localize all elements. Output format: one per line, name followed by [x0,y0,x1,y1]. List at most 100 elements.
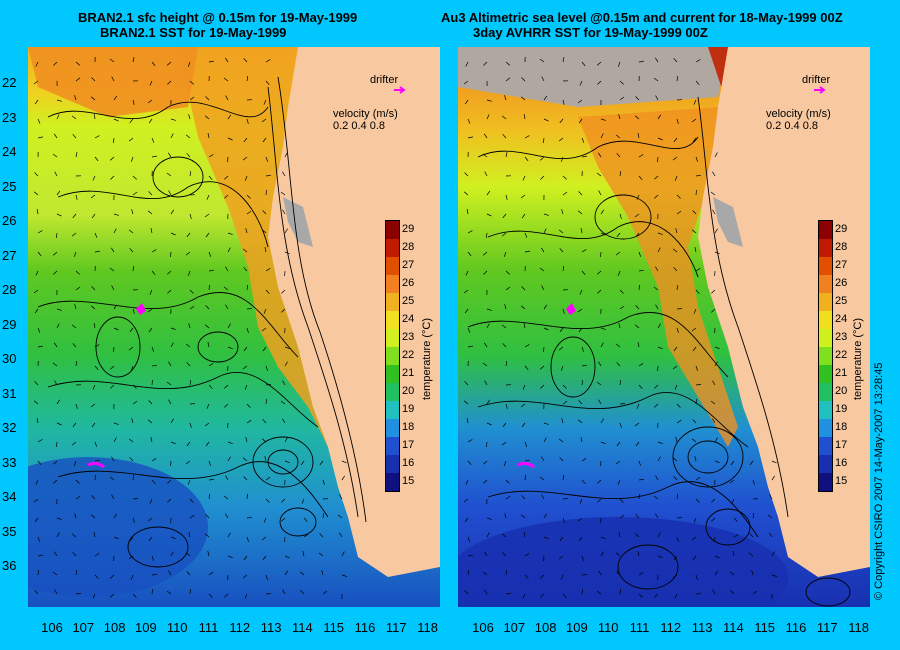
drifter-track-1 [566,303,576,315]
colorbar-right [818,220,833,492]
drifter-track-1 [136,303,146,315]
colorbar-swatch [386,293,399,311]
colorbar-swatch [819,383,832,401]
colorbar-swatch [386,347,399,365]
drifter-marker-right [814,86,826,94]
colorbar-tick-label: 20 [835,385,848,397]
colorbar-swatch [386,311,399,329]
colorbar-tick-label: 19 [402,403,415,415]
velocity-label-left: velocity (m/s) [333,108,398,120]
y-tick-label: 22 [2,75,17,90]
colorbar-tick-label: 29 [835,223,848,235]
right-title-line2: 3day AVHRR SST for 19-May-1999 00Z [473,25,708,40]
colorbar-swatch [386,383,399,401]
colorbar-tick-label: 15 [402,475,415,487]
colorbar-left [385,220,400,492]
x-tick-label: 108 [103,620,126,635]
warm-north-region [28,47,198,117]
colorbar-swatch [386,221,399,239]
colorbar-tick-label: 29 [402,223,415,235]
colorbar-tick-label: 17 [835,439,848,451]
y-tick-label: 33 [2,454,17,470]
drifter-label-right: drifter [802,74,831,86]
y-tick-label: 26 [2,213,17,228]
height-contours [37,76,367,568]
colorbar-swatch [386,329,399,347]
x-tick-label: 107 [503,620,526,635]
left-map-panel[interactable] [28,47,440,607]
y-tick-label: 25 [2,178,17,194]
velocity-scale-right: 0.2 0.4 0.8 [766,120,818,132]
x-tick-label: 114 [292,620,313,635]
x-tick-label: 118 [848,620,869,635]
left-title-line1: BRAN2.1 sfc height @ 0.15m for 19-May-19… [78,10,358,25]
right-map-panel[interactable] [458,47,870,607]
x-tick-label: 113 [260,620,282,635]
velocity-label-right: velocity (m/s) [766,108,831,120]
colorbar-swatch [819,437,832,455]
x-tick-label: 111 [198,620,219,635]
colorbar-tick-label: 24 [402,313,415,325]
colorbar-tick-label: 18 [835,421,848,433]
colorbar-tick-label: 20 [402,385,415,397]
y-tick-label: 34 [2,489,17,504]
colorbar-tick-label: 15 [835,475,848,487]
colorbar-tick-label: 21 [402,367,415,379]
velocity-arrows [463,56,777,600]
x-tick-label: 113 [691,620,713,635]
x-tick-label: 108 [534,620,557,635]
y-tick-label: 31 [2,385,17,401]
left-map-svg [28,47,440,607]
colorbar-swatch [386,275,399,293]
x-tick-label: 116 [785,620,807,635]
y-tick-label: 30 [2,351,17,366]
colorbar-swatch [819,473,832,491]
drifter-marker-left [394,86,406,94]
colorbar-title-right: temperature (°C) [852,317,864,400]
x-tick-label: 116 [354,620,376,635]
colorbar-swatch [819,401,832,419]
colorbar-tick-label: 25 [402,295,415,307]
x-tick-label: 112 [660,620,682,635]
colorbar-tick-label: 18 [402,421,415,433]
x-tick-label: 114 [723,620,744,635]
colorbar-tick-label: 16 [402,457,415,469]
colorbar-tick-label: 23 [835,331,848,343]
colorbar-tick-label: 26 [402,277,415,289]
colorbar-swatch [819,329,832,347]
height-contours [467,96,851,607]
colorbar-swatch [819,275,832,293]
cool-region [458,517,788,607]
y-tick-label: 32 [2,420,17,435]
right-map-svg [458,47,870,607]
y-tick-label: 27 [2,247,17,263]
left-title-line2: BRAN2.1 SST for 19-May-1999 [100,25,287,40]
right-title-line1: Au3 Altimetric sea level @0.15m and curr… [441,10,843,25]
x-tick-label: 109 [566,620,588,635]
y-tick-label: 23 [2,109,17,125]
x-tick-label: 117 [385,620,407,635]
colorbar-swatch [819,257,832,275]
colorbar-tick-label: 21 [835,367,848,379]
colorbar-swatch [386,239,399,257]
colorbar-tick-label: 24 [835,313,848,325]
x-tick-label: 118 [417,620,438,635]
x-tick-label: 115 [323,620,345,635]
colorbar-swatch [386,401,399,419]
colorbar-tick-label: 27 [402,259,415,271]
colorbar-tick-label: 16 [835,457,848,469]
colorbar-swatch [386,365,399,383]
warm-current-band [578,107,738,447]
velocity-arrows [33,56,347,600]
x-tick-label: 110 [166,620,188,635]
colorbar-tick-label: 28 [835,241,848,253]
colorbar-swatch [819,419,832,437]
drifter-track-2 [87,461,105,469]
x-tick-label: 106 [472,620,494,635]
colorbar-tick-label: 26 [835,277,848,289]
colorbar-swatch [819,311,832,329]
x-tick-label: 106 [41,620,63,635]
colorbar-swatch [386,437,399,455]
x-tick-label: 107 [72,620,95,635]
drifter-track-2 [517,461,535,469]
